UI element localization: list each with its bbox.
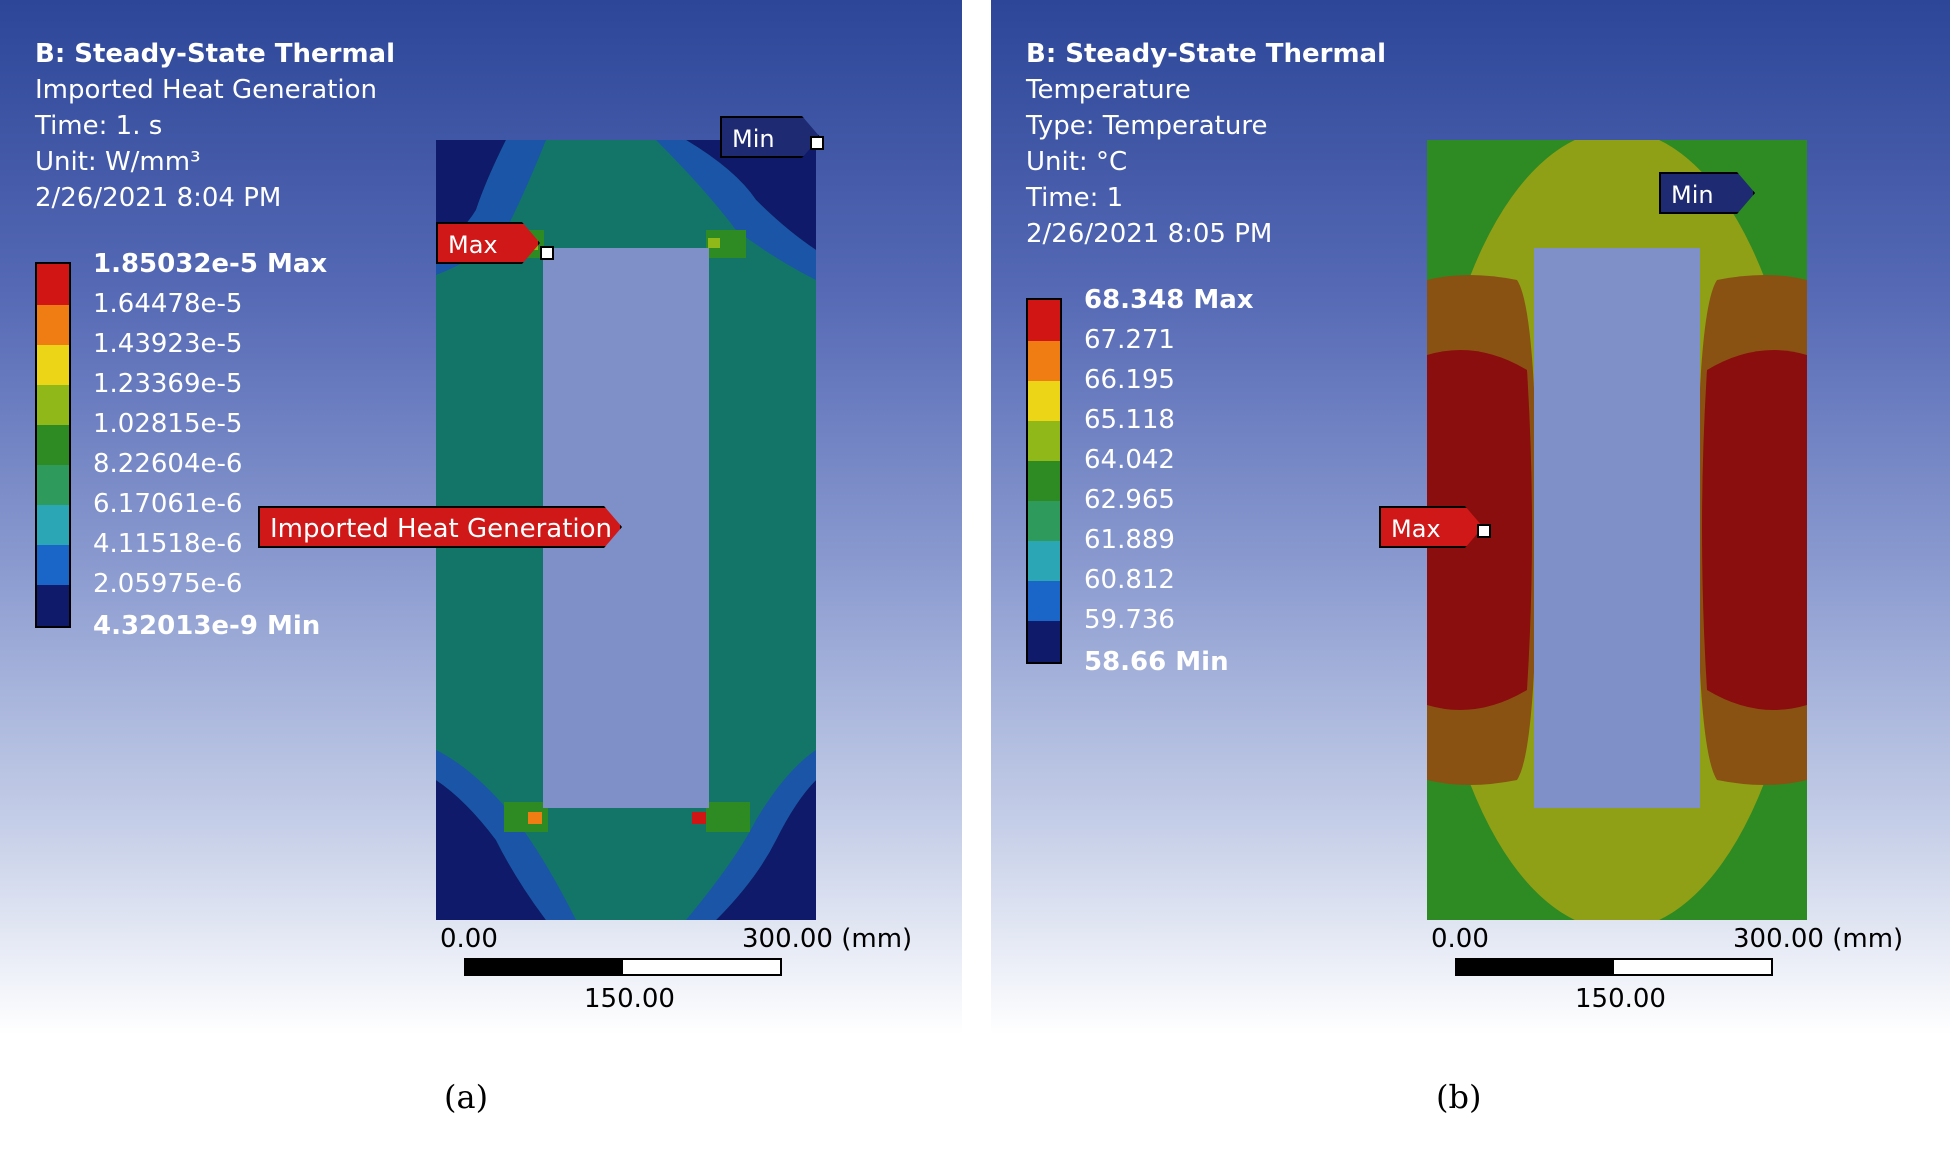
legend-max-label: 68.348 Max <box>1084 285 1254 315</box>
legend-label: 2.05975e-6 <box>93 569 243 599</box>
legend-label: 1.02815e-5 <box>93 409 243 439</box>
legend-swatch <box>37 465 69 505</box>
legend-label: 67.271 <box>1084 325 1175 355</box>
corner-region <box>686 750 816 920</box>
scale-left-label: 0.00 <box>1431 924 1489 954</box>
min-probe-tag: Min <box>1659 172 1755 214</box>
legend-min-label: 4.32013e-9 Min <box>93 611 321 641</box>
legend-label: 62.965 <box>1084 485 1175 515</box>
panel-heat-generation: B: Steady-State Thermal Imported Heat Ge… <box>0 0 962 1035</box>
max-probe-marker <box>540 246 554 260</box>
legend-swatch <box>37 545 69 585</box>
legend-label: 59.736 <box>1084 605 1175 635</box>
legend-min-label: 58.66 Min <box>1084 647 1229 677</box>
corner-region <box>656 140 816 280</box>
legend-swatch <box>37 505 69 545</box>
result-header: B: Steady-State Thermal Temperature Type… <box>1026 36 1386 252</box>
min-probe-marker <box>810 136 824 150</box>
caption-a: (a) <box>444 1078 489 1116</box>
legend-swatch <box>37 345 69 385</box>
time-label: Time: 1. s <box>35 111 163 141</box>
legend-label: 8.22604e-6 <box>93 449 243 479</box>
scale-bar-fill <box>1457 960 1614 974</box>
legend-color-bar <box>1026 298 1062 664</box>
corner-region <box>716 780 816 920</box>
legend-swatch <box>37 385 69 425</box>
max-probe-tag: Max <box>436 222 540 264</box>
legend-swatch <box>1028 421 1060 461</box>
hot-spot <box>706 802 750 832</box>
min-probe-tag: Min <box>720 116 820 158</box>
result-name-tag: Imported Heat Generation <box>258 506 622 548</box>
hot-spot <box>692 812 706 824</box>
legend-swatch <box>1028 341 1060 381</box>
legend-label: 1.43923e-5 <box>93 329 243 359</box>
legend-swatch <box>1028 541 1060 581</box>
legend-swatch <box>37 264 69 305</box>
core-window <box>1534 248 1700 808</box>
scale-bar-fill <box>466 960 623 974</box>
legend-label: 1.64478e-5 <box>93 289 243 319</box>
max-probe-marker <box>1477 524 1491 538</box>
scale-mid-label: 150.00 <box>584 984 675 1014</box>
contour-band <box>1702 350 1807 710</box>
legend-swatch <box>1028 581 1060 621</box>
scale-mid-label: 150.00 <box>1575 984 1666 1014</box>
legend-label: 64.042 <box>1084 445 1175 475</box>
legend-swatch <box>1028 381 1060 421</box>
legend-swatch <box>1028 461 1060 501</box>
legend-swatch <box>37 425 69 465</box>
legend-label: 60.812 <box>1084 565 1175 595</box>
timestamp: 2/26/2021 8:04 PM <box>35 183 282 213</box>
corner-region <box>436 140 506 245</box>
legend-label: 4.11518e-6 <box>93 529 243 559</box>
legend-label: 61.889 <box>1084 525 1175 555</box>
result-header: B: Steady-State Thermal Imported Heat Ge… <box>35 36 395 216</box>
scale-right-label: 300.00 (mm) <box>742 924 913 954</box>
unit-label: Unit: W/mm³ <box>35 147 201 177</box>
scale-bar <box>464 958 782 976</box>
panel-temperature: B: Steady-State Thermal Temperature Type… <box>991 0 1950 1035</box>
legend-label: 66.195 <box>1084 365 1175 395</box>
legend-max-label: 1.85032e-5 Max <box>93 249 328 279</box>
legend-swatch <box>37 305 69 345</box>
hot-spot <box>708 238 720 248</box>
legend-swatch <box>37 585 69 626</box>
legend-swatch <box>1028 300 1060 341</box>
legend-label: 6.17061e-6 <box>93 489 243 519</box>
time-label: Time: 1 <box>1026 183 1124 213</box>
corner-region <box>436 780 546 920</box>
analysis-title: B: Steady-State Thermal <box>1026 39 1387 69</box>
type-label: Type: Temperature <box>1026 111 1268 141</box>
legend-label: 65.118 <box>1084 405 1175 435</box>
hot-spot <box>528 812 542 824</box>
scale-right-label: 300.00 (mm) <box>1733 924 1904 954</box>
legend-swatch <box>1028 501 1060 541</box>
timestamp: 2/26/2021 8:05 PM <box>1026 219 1273 249</box>
corner-region <box>436 750 576 920</box>
legend-color-bar <box>35 262 71 628</box>
result-name: Temperature <box>1026 75 1191 105</box>
caption-b: (b) <box>1436 1078 1482 1116</box>
temperature-contour <box>1427 140 1807 920</box>
scale-left-label: 0.00 <box>440 924 498 954</box>
legend-swatch <box>1028 621 1060 662</box>
unit-label: Unit: °C <box>1026 147 1128 177</box>
result-name: Imported Heat Generation <box>35 75 378 105</box>
legend-label: 1.23369e-5 <box>93 369 243 399</box>
scale-bar <box>1455 958 1773 976</box>
corner-region <box>686 140 816 250</box>
max-probe-tag: Max <box>1379 506 1483 548</box>
analysis-title: B: Steady-State Thermal <box>35 39 396 69</box>
